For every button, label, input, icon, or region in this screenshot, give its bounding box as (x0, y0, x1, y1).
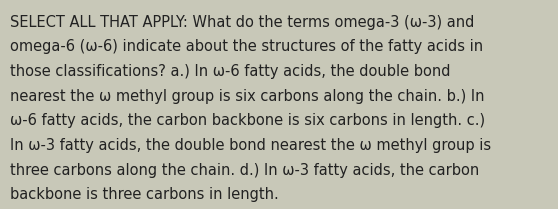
Text: nearest the ω methyl group is six carbons along the chain. b.) In: nearest the ω methyl group is six carbon… (10, 89, 484, 104)
Text: backbone is three carbons in length.: backbone is three carbons in length. (10, 187, 279, 202)
Text: SELECT ALL THAT APPLY: What do the terms omega-3 (ω-3) and: SELECT ALL THAT APPLY: What do the terms… (10, 15, 474, 30)
Text: ω-6 fatty acids, the carbon backbone is six carbons in length. c.): ω-6 fatty acids, the carbon backbone is … (10, 113, 485, 128)
Text: In ω-3 fatty acids, the double bond nearest the ω methyl group is: In ω-3 fatty acids, the double bond near… (10, 138, 491, 153)
Text: those classifications? a.) In ω-6 fatty acids, the double bond: those classifications? a.) In ω-6 fatty … (10, 64, 450, 79)
Text: omega-6 (ω-6) indicate about the structures of the fatty acids in: omega-6 (ω-6) indicate about the structu… (10, 39, 483, 54)
Text: three carbons along the chain. d.) In ω-3 fatty acids, the carbon: three carbons along the chain. d.) In ω-… (10, 163, 479, 178)
